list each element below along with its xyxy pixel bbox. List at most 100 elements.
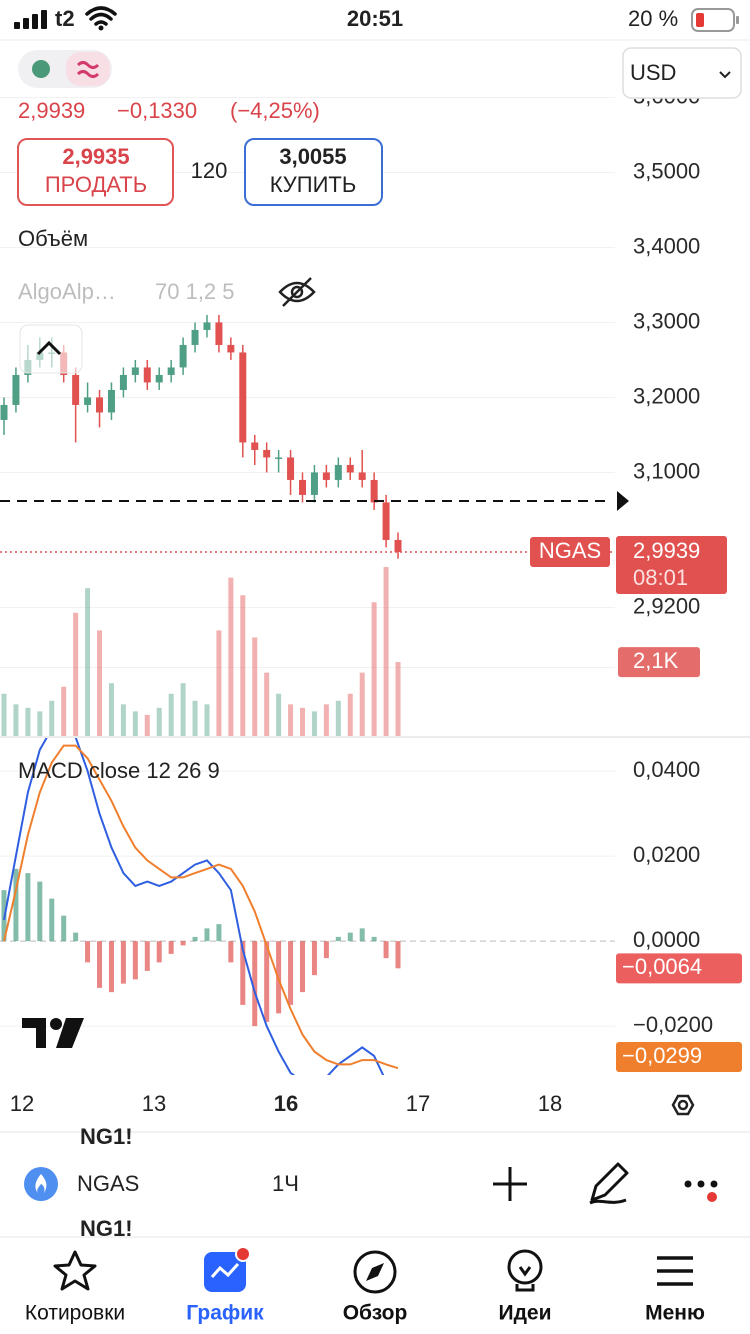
volume-indicator-title[interactable]: Объём <box>18 226 88 251</box>
volume-bar <box>120 704 126 736</box>
eye-icon[interactable] <box>290 285 304 299</box>
buy-price[interactable]: 3,0055 <box>279 144 346 169</box>
sell-button[interactable]: 2,9935 ПРОДАТЬ <box>17 138 174 206</box>
collapse-icon[interactable] <box>36 340 62 356</box>
watchlist-icon[interactable] <box>53 1250 97 1291</box>
candle-body <box>72 374 80 405</box>
candle-body <box>203 322 211 330</box>
signal-tag <box>616 1042 742 1072</box>
sell-label[interactable]: ПРОДАТЬ <box>45 172 147 197</box>
volume-bar <box>395 662 401 736</box>
draw-button[interactable] <box>589 1162 629 1205</box>
more-button[interactable] <box>710 1180 718 1188</box>
notification-dot <box>707 1192 717 1202</box>
signal-bar <box>32 14 38 29</box>
ideas-icon[interactable] <box>515 1266 535 1292</box>
candle-body <box>322 472 330 480</box>
currency[interactable]: USD <box>630 60 676 85</box>
buy-button-frame[interactable] <box>244 138 383 206</box>
currency-select[interactable] <box>622 47 742 99</box>
hide-indicator-button[interactable] <box>278 277 316 307</box>
event-icon <box>76 61 100 78</box>
nav-chart[interactable]: График <box>186 1302 264 1325</box>
signal-bar <box>23 18 29 29</box>
buy-button[interactable]: 3,0055 КУПИТЬ <box>244 138 383 206</box>
explore-icon[interactable] <box>366 1263 384 1281</box>
nav-watchlist[interactable]: Котировки <box>25 1302 125 1325</box>
wifi-icon <box>98 25 104 31</box>
histogram-tag <box>616 953 742 984</box>
volume-bar <box>61 686 67 736</box>
price-tick-label: 3,5000 <box>633 158 700 183</box>
time-label: 18 <box>538 1091 562 1116</box>
volume-bar <box>85 588 91 736</box>
price-change: −0,1330 <box>117 98 197 123</box>
volume-bar <box>276 693 282 736</box>
chart-area: 3,60003,50003,40003,30003,20003,10002,92… <box>0 83 750 1075</box>
macd-histogram-bar <box>180 941 186 946</box>
macd-histogram-bar <box>168 941 174 954</box>
signal-line <box>3 744 399 1070</box>
macd-histogram-bar <box>335 936 341 942</box>
clock: 20:51 <box>347 6 403 31</box>
volume-bar <box>168 693 174 736</box>
settings-icon[interactable] <box>671 1094 695 1116</box>
candle-body <box>0 404 8 420</box>
quote-header: 2,9939 −0,1330 (−4,25%) 2,9935 ПРОДАТЬ 1… <box>17 47 742 1048</box>
macd-histogram-bar <box>120 941 126 984</box>
nav-menu[interactable]: Меню <box>645 1302 705 1325</box>
sell-button-frame[interactable] <box>17 138 174 206</box>
nav-explore[interactable]: Обзор <box>343 1302 408 1325</box>
more-button[interactable] <box>697 1180 705 1188</box>
volume-bar <box>192 700 198 736</box>
dropdown-caret[interactable] <box>719 71 731 79</box>
volume-bar <box>216 630 222 736</box>
flame-icon[interactable] <box>35 1174 47 1193</box>
macd-histogram-bar <box>97 941 103 988</box>
chart-settings-button[interactable] <box>671 1094 695 1116</box>
chart-tab-icon[interactable] <box>210 1262 240 1278</box>
candle-body <box>131 367 139 375</box>
macd-histogram-bar <box>228 941 234 963</box>
macd-tick-label: 0,0200 <box>633 842 700 867</box>
logo-shape <box>22 1018 46 1048</box>
add-button[interactable] <box>493 1167 527 1201</box>
macd-histogram-bar <box>132 941 138 980</box>
macd-histogram-bar <box>323 941 329 959</box>
volume-bar <box>240 595 246 736</box>
last-price-tag-label: 2,9939 <box>633 538 700 563</box>
algo-indicator-title[interactable]: AlgoAlp… <box>18 279 116 304</box>
settings-icon[interactable] <box>677 1099 689 1111</box>
volume-bar <box>108 683 114 736</box>
candle-body <box>358 472 366 480</box>
volume-bar <box>264 672 270 736</box>
macd-histogram-bar <box>252 941 258 1027</box>
battery-fill <box>696 13 704 27</box>
macd-histogram-bar <box>13 868 19 942</box>
symbol[interactable]: NGAS <box>77 1171 139 1196</box>
macd-histogram-bar <box>311 941 317 976</box>
macd-indicator-title[interactable]: MACD close 12 26 9 <box>18 758 220 783</box>
candle-body <box>263 449 271 458</box>
candle-body <box>107 389 115 413</box>
nav-ideas[interactable]: Идеи <box>498 1302 551 1325</box>
collapse-button[interactable] <box>19 324 83 374</box>
menu-icon[interactable] <box>657 1256 693 1286</box>
macd-histogram-bar <box>288 941 294 1005</box>
macd-histogram-bar <box>383 941 389 959</box>
ideas-icon[interactable] <box>507 1249 543 1285</box>
buy-label[interactable]: КУПИТЬ <box>270 172 357 197</box>
candle-body <box>119 374 127 390</box>
macd-histogram-bar <box>37 881 43 942</box>
eye-icon[interactable] <box>282 277 312 307</box>
interval[interactable]: 1Ч <box>272 1171 299 1196</box>
prev-symbol: NG1! <box>80 1124 133 1149</box>
carrier: t2 <box>55 6 75 31</box>
sell-price[interactable]: 2,9935 <box>62 144 129 169</box>
price-tick-label: 2,9200 <box>633 593 700 618</box>
more-button[interactable] <box>684 1180 692 1188</box>
time-label: 16 <box>274 1091 298 1116</box>
volume-bar <box>335 700 341 736</box>
volume-bar <box>156 707 162 736</box>
explore-icon[interactable] <box>353 1250 397 1294</box>
